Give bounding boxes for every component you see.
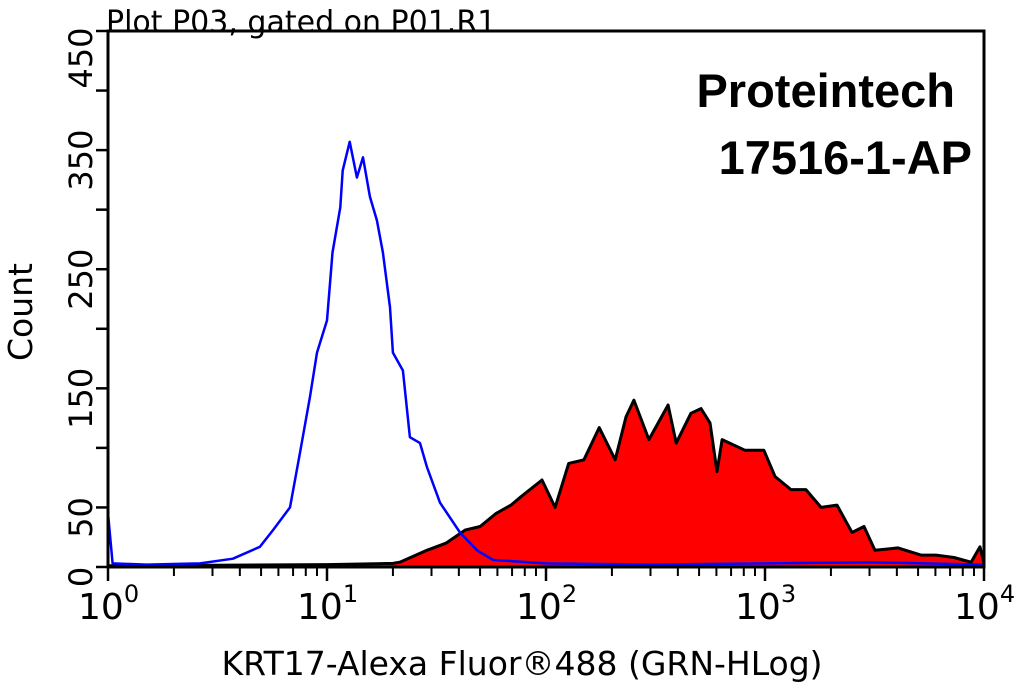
x-tick-exponent: 4 <box>1000 580 1015 608</box>
catalog-annotation: 17516-1-AP <box>719 131 972 184</box>
x-tick-base: 10 <box>78 587 124 628</box>
x-tick-base: 10 <box>516 587 562 628</box>
x-tick-exponent: 3 <box>781 580 796 608</box>
y-tick-label: 0 <box>62 567 100 587</box>
x-tick-base: 10 <box>735 587 781 628</box>
x-tick-exponent: 0 <box>124 580 139 608</box>
brand-annotation: Proteintech <box>696 64 955 117</box>
x-tick-base: 10 <box>297 587 343 628</box>
x-tick-base: 10 <box>954 587 1000 628</box>
series-0-outline <box>107 398 986 568</box>
series-1-line <box>106 140 985 566</box>
y-tick-label: 150 <box>62 368 100 429</box>
chart-title: Plot P03, gated on P01.R1 <box>106 5 496 40</box>
y-axis-label: Count <box>1 263 40 361</box>
y-tick-label: 450 <box>62 27 100 88</box>
series-layer <box>106 140 986 568</box>
x-tick-label: 104 <box>954 580 1015 628</box>
y-tick-label: 50 <box>62 497 100 538</box>
y-tick-label: 350 <box>62 130 100 191</box>
series-0-fill <box>108 400 984 567</box>
x-tick-exponent: 1 <box>343 580 358 608</box>
y-tick-label: 250 <box>62 249 100 310</box>
x-tick-label: 102 <box>516 580 577 628</box>
x-tick-label: 101 <box>297 580 358 628</box>
x-tick-label: 103 <box>735 580 796 628</box>
x-tick-exponent: 2 <box>562 580 577 608</box>
x-axis-label: KRT17-Alexa Fluor®488 (GRN-HLog) <box>221 644 822 683</box>
x-tick-label: 100 <box>78 580 139 628</box>
